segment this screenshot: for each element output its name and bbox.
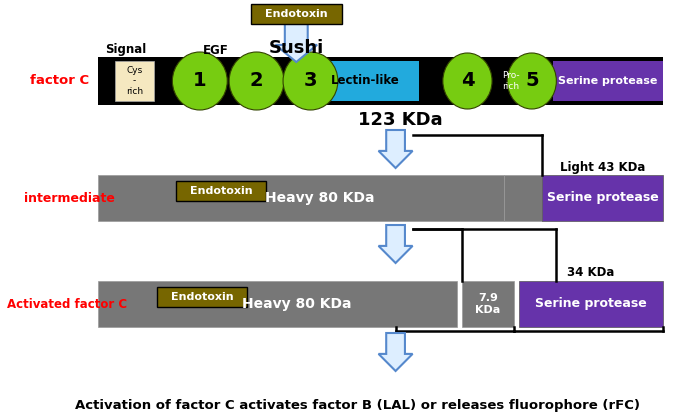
Text: factor C: factor C: [30, 74, 90, 87]
Text: intermediate: intermediate: [24, 191, 115, 205]
Ellipse shape: [283, 52, 338, 110]
Text: EGF: EGF: [203, 44, 229, 57]
Polygon shape: [379, 225, 412, 263]
Text: Serine protease: Serine protease: [547, 191, 659, 205]
Text: 2: 2: [250, 72, 263, 91]
Text: Serine protease: Serine protease: [558, 76, 657, 86]
Text: Cys
-
rich: Cys - rich: [126, 66, 143, 96]
Polygon shape: [379, 333, 412, 371]
Bar: [552, 61, 663, 101]
Bar: [98, 175, 504, 221]
Text: 3: 3: [304, 72, 317, 91]
Text: Activated factor C: Activated factor C: [7, 297, 127, 310]
Text: Heavy 80 KDa: Heavy 80 KDa: [241, 297, 351, 311]
Text: 7.9
KDa: 7.9 KDa: [475, 293, 500, 315]
Ellipse shape: [443, 53, 492, 109]
Bar: [542, 175, 663, 221]
Text: Sushi: Sushi: [269, 39, 324, 57]
Text: 34 KDa: 34 KDa: [567, 267, 615, 280]
Bar: [98, 57, 663, 105]
Polygon shape: [379, 130, 412, 168]
Bar: [115, 61, 155, 101]
Text: Heavy 80 KDa: Heavy 80 KDa: [265, 191, 374, 205]
Text: Endotoxin: Endotoxin: [190, 186, 253, 196]
Text: Pro-
rich: Pro- rich: [502, 71, 520, 91]
Text: 123 KDa: 123 KDa: [358, 111, 442, 129]
Ellipse shape: [172, 52, 228, 110]
Bar: [158, 287, 247, 307]
Text: Endotoxin: Endotoxin: [265, 9, 328, 19]
Bar: [462, 281, 514, 327]
Text: 4: 4: [461, 72, 475, 91]
Bar: [519, 281, 663, 327]
Bar: [98, 281, 457, 327]
Text: 1: 1: [193, 72, 206, 91]
Text: Endotoxin: Endotoxin: [171, 292, 234, 302]
Ellipse shape: [229, 52, 284, 110]
Bar: [251, 4, 342, 24]
Bar: [311, 61, 419, 101]
Text: Signal: Signal: [106, 44, 147, 57]
Text: Lectin-like: Lectin-like: [330, 74, 399, 87]
Bar: [176, 181, 266, 201]
Text: Activation of factor C activates factor B (LAL) or releases fluorophore (rFC): Activation of factor C activates factor …: [75, 399, 640, 411]
Text: 5: 5: [525, 72, 538, 91]
Bar: [504, 175, 542, 221]
Polygon shape: [276, 24, 317, 62]
Ellipse shape: [508, 53, 556, 109]
Text: Light 43 KDa: Light 43 KDa: [560, 161, 645, 173]
Text: Serine protease: Serine protease: [535, 297, 647, 310]
Bar: [490, 61, 532, 101]
